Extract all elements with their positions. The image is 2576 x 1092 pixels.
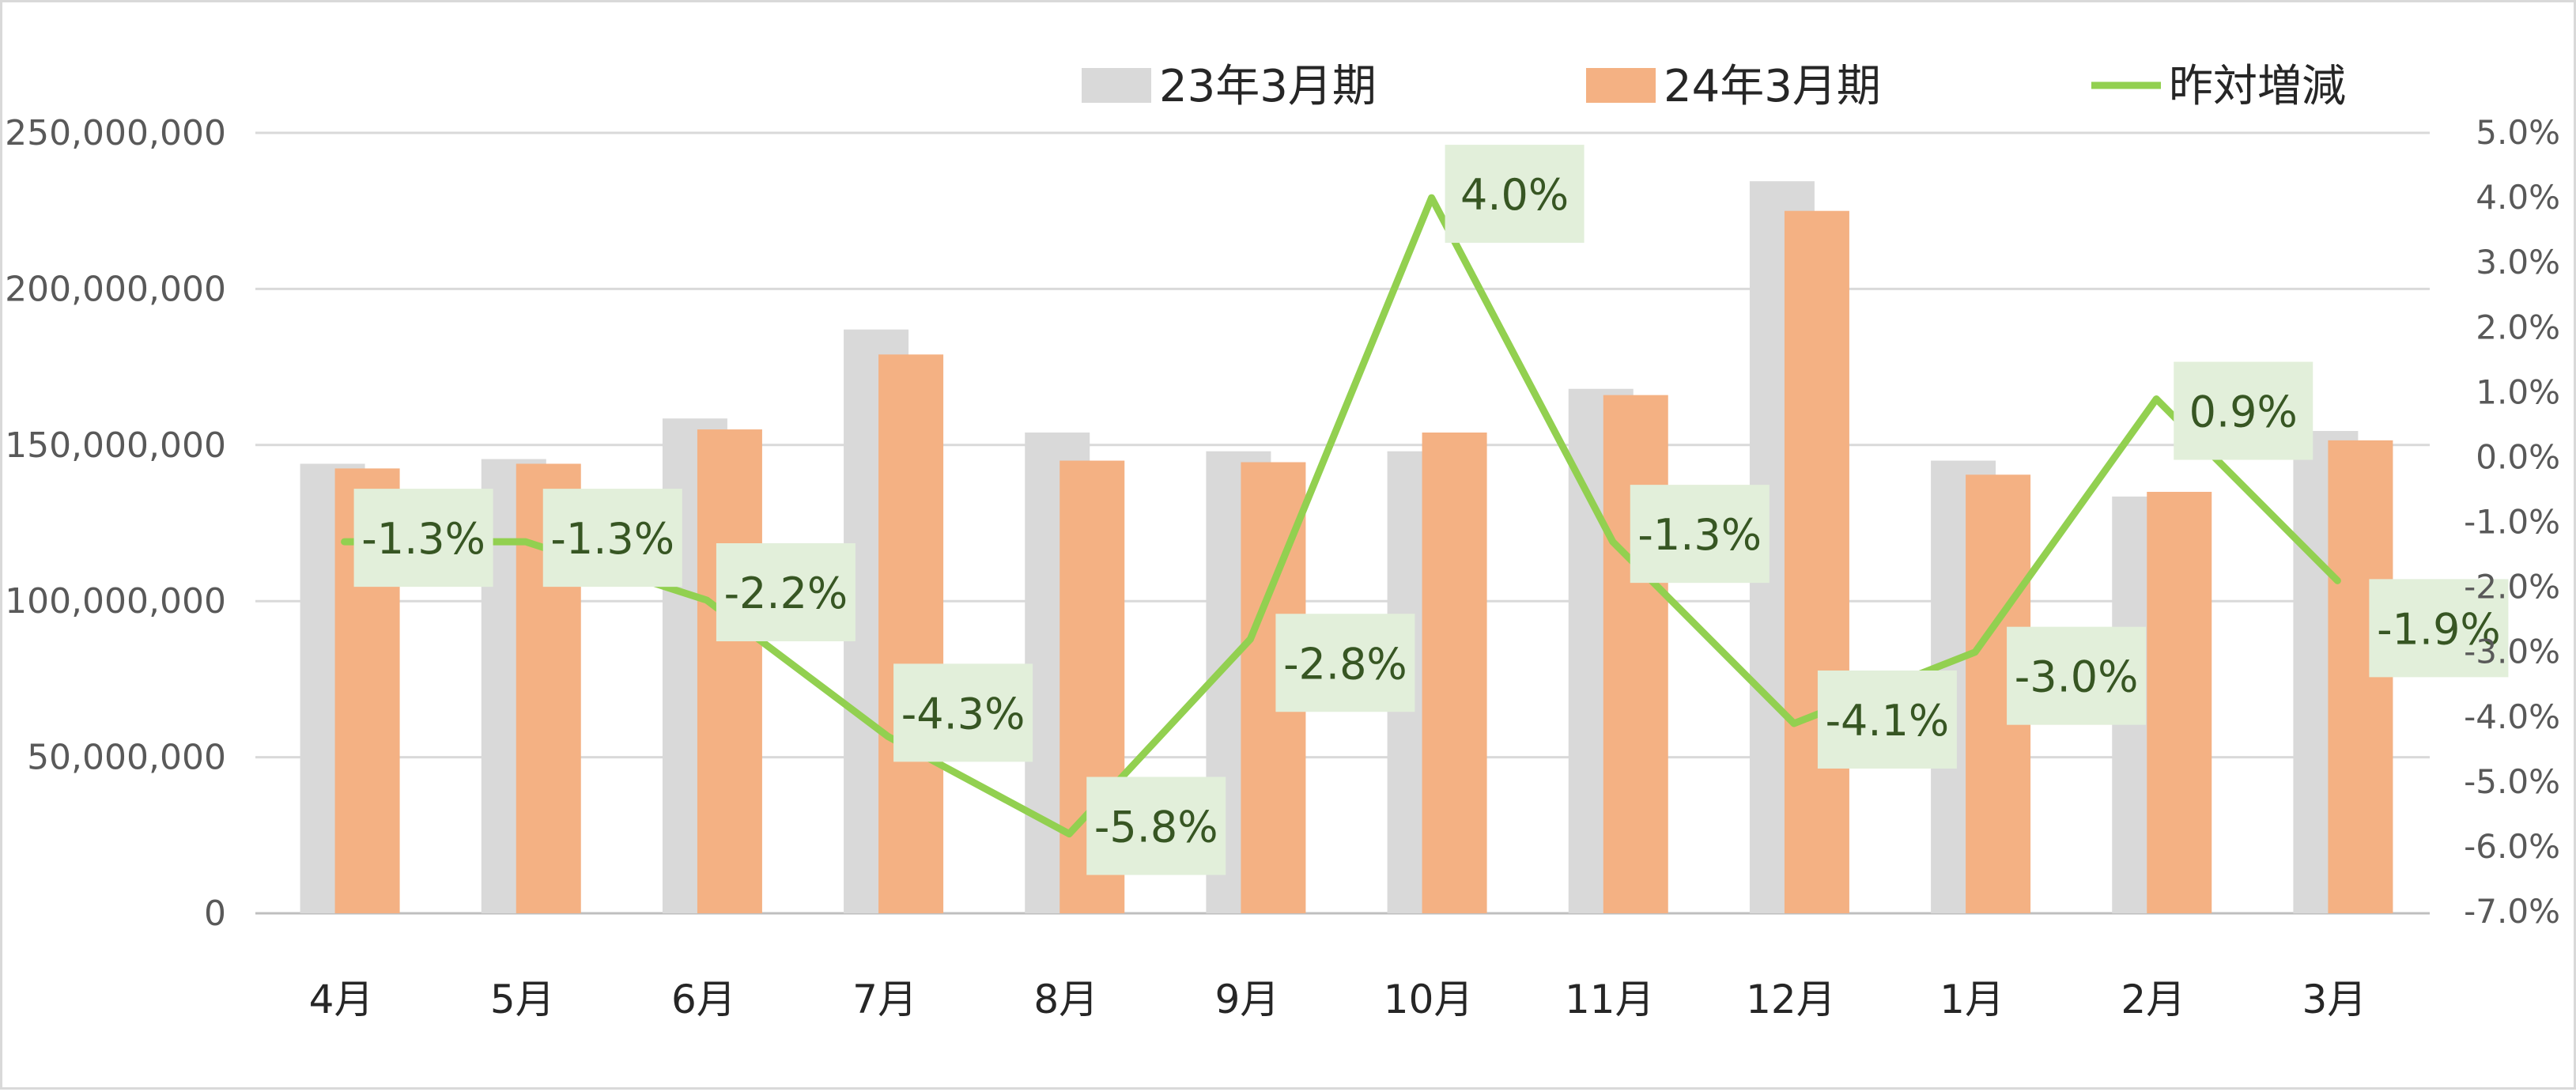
data-label-text: -2.8%: [1283, 639, 1407, 689]
bar-24: [1784, 210, 1849, 913]
bar-24: [1422, 433, 1487, 913]
bar-24: [1603, 395, 1668, 914]
legend-swatch-23: [1082, 68, 1151, 103]
y-right-tick-label: 5.0%: [2476, 113, 2560, 152]
data-label-box: [542, 489, 682, 588]
x-tick-label: 12月: [1746, 977, 1836, 1022]
x-tick-label: 9月: [1215, 977, 1280, 1022]
line-series: [341, 194, 2341, 837]
legend-swatch-24: [1586, 68, 1656, 103]
data-label-text: 0.9%: [2189, 387, 2298, 437]
legend-label-yoy: 昨対増減: [2169, 61, 2346, 112]
legend-label-23: 23年3月期: [1159, 61, 1377, 112]
y-left-tick-label: 50,000,000: [27, 738, 226, 778]
data-label-box: [1275, 614, 1415, 712]
x-tick-label: 5月: [490, 977, 555, 1022]
y-right-tick-label: -1.0%: [2464, 503, 2560, 542]
y-right-tick-label: -2.0%: [2464, 568, 2560, 606]
legend-label-24: 24年3月期: [1664, 61, 1881, 112]
y-right-tick-label: 2.0%: [2476, 308, 2560, 346]
line-data-label: -1.9%: [2369, 579, 2509, 678]
bar-24: [878, 354, 944, 914]
bar-24: [2147, 492, 2212, 913]
y-right-tick-label: 1.0%: [2476, 372, 2560, 411]
data-label-box: [1630, 485, 1770, 584]
data-label-text: -5.8%: [1094, 803, 1218, 852]
line-data-label: -1.3%: [353, 489, 493, 588]
data-label-text: -1.3%: [550, 514, 674, 564]
data-label-box: [716, 543, 856, 641]
y-right-tick-label: -4.0%: [2464, 697, 2560, 736]
line-data-label: 4.0%: [1445, 145, 1585, 244]
line-data-label: -4.3%: [893, 663, 1033, 762]
line-data-label: -1.3%: [542, 489, 682, 588]
x-tick-label: 1月: [1940, 977, 2004, 1022]
x-tick-label: 4月: [309, 977, 374, 1022]
y-left-tick-label: 250,000,000: [5, 113, 226, 153]
y-left-tick-label: 0: [204, 894, 226, 934]
data-label-box: [1086, 776, 1226, 875]
x-tick-label: 3月: [2302, 977, 2367, 1022]
y-right-tick-label: 3.0%: [2476, 243, 2560, 282]
data-label-box: [353, 489, 493, 588]
data-label-box: [1445, 145, 1585, 244]
y-left-tick-label: 100,000,000: [5, 581, 226, 622]
data-label-text: 4.0%: [1460, 170, 1569, 220]
data-label-box: [2369, 579, 2509, 678]
data-label-box: [893, 663, 1033, 762]
x-tick-label: 8月: [1033, 977, 1098, 1022]
data-label-text: -2.2%: [724, 569, 848, 618]
y-left-tick-label: 200,000,000: [5, 269, 226, 309]
x-tick-label: 11月: [1565, 977, 1655, 1022]
y-left-tick-label: 150,000,000: [5, 425, 226, 466]
y-right-tick-label: -6.0%: [2464, 827, 2560, 866]
data-label-box: [2174, 361, 2313, 460]
line-yoy-change: [341, 194, 2341, 837]
data-label-box: [2007, 626, 2147, 725]
x-tick-label: 7月: [852, 977, 917, 1022]
data-label-text: -1.3%: [361, 514, 485, 564]
axes: 0 50,000,000 100,000,000 150,000,000 200,000…: [5, 113, 2560, 1022]
data-label-text: -3.0%: [2015, 652, 2139, 702]
data-label-text: -4.1%: [1826, 696, 1950, 746]
data-label-text: -1.9%: [2377, 604, 2501, 654]
line-data-label: -4.1%: [1817, 670, 1957, 769]
line-data-label: -2.2%: [716, 543, 856, 641]
data-label-text: -4.3%: [901, 689, 1025, 739]
y-right-tick-label: -5.0%: [2464, 762, 2560, 801]
line-data-label: -5.8%: [1086, 776, 1226, 875]
y-right-tick-label: 4.0%: [2476, 178, 2560, 217]
y-right-tick-label: -3.0%: [2464, 633, 2560, 671]
gridlines: [255, 131, 2430, 915]
bar-24: [697, 429, 762, 913]
line-data-label: 0.9%: [2174, 361, 2313, 460]
line-data-label: -1.3%: [1630, 485, 1770, 584]
x-tick-label: 10月: [1384, 977, 1474, 1022]
x-tick-label: 2月: [2121, 977, 2185, 1022]
line-data-label: -3.0%: [2007, 626, 2147, 725]
x-tick-label: 6月: [671, 977, 736, 1022]
data-label-box: [1817, 670, 1957, 769]
data-label-text: -1.3%: [1637, 510, 1762, 560]
line-data-label: -2.8%: [1275, 614, 1415, 712]
data-labels: -1.3% -1.3% -2.2% -4.3% -5.8% -2.8% 4.0% -1.3% -…: [353, 145, 2509, 875]
y-right-tick-label: 0.0%: [2476, 437, 2560, 476]
y-right-tick-label: -7.0%: [2464, 892, 2560, 931]
legend: 23年3月期 24年3月期 昨対増減: [1082, 61, 2346, 112]
